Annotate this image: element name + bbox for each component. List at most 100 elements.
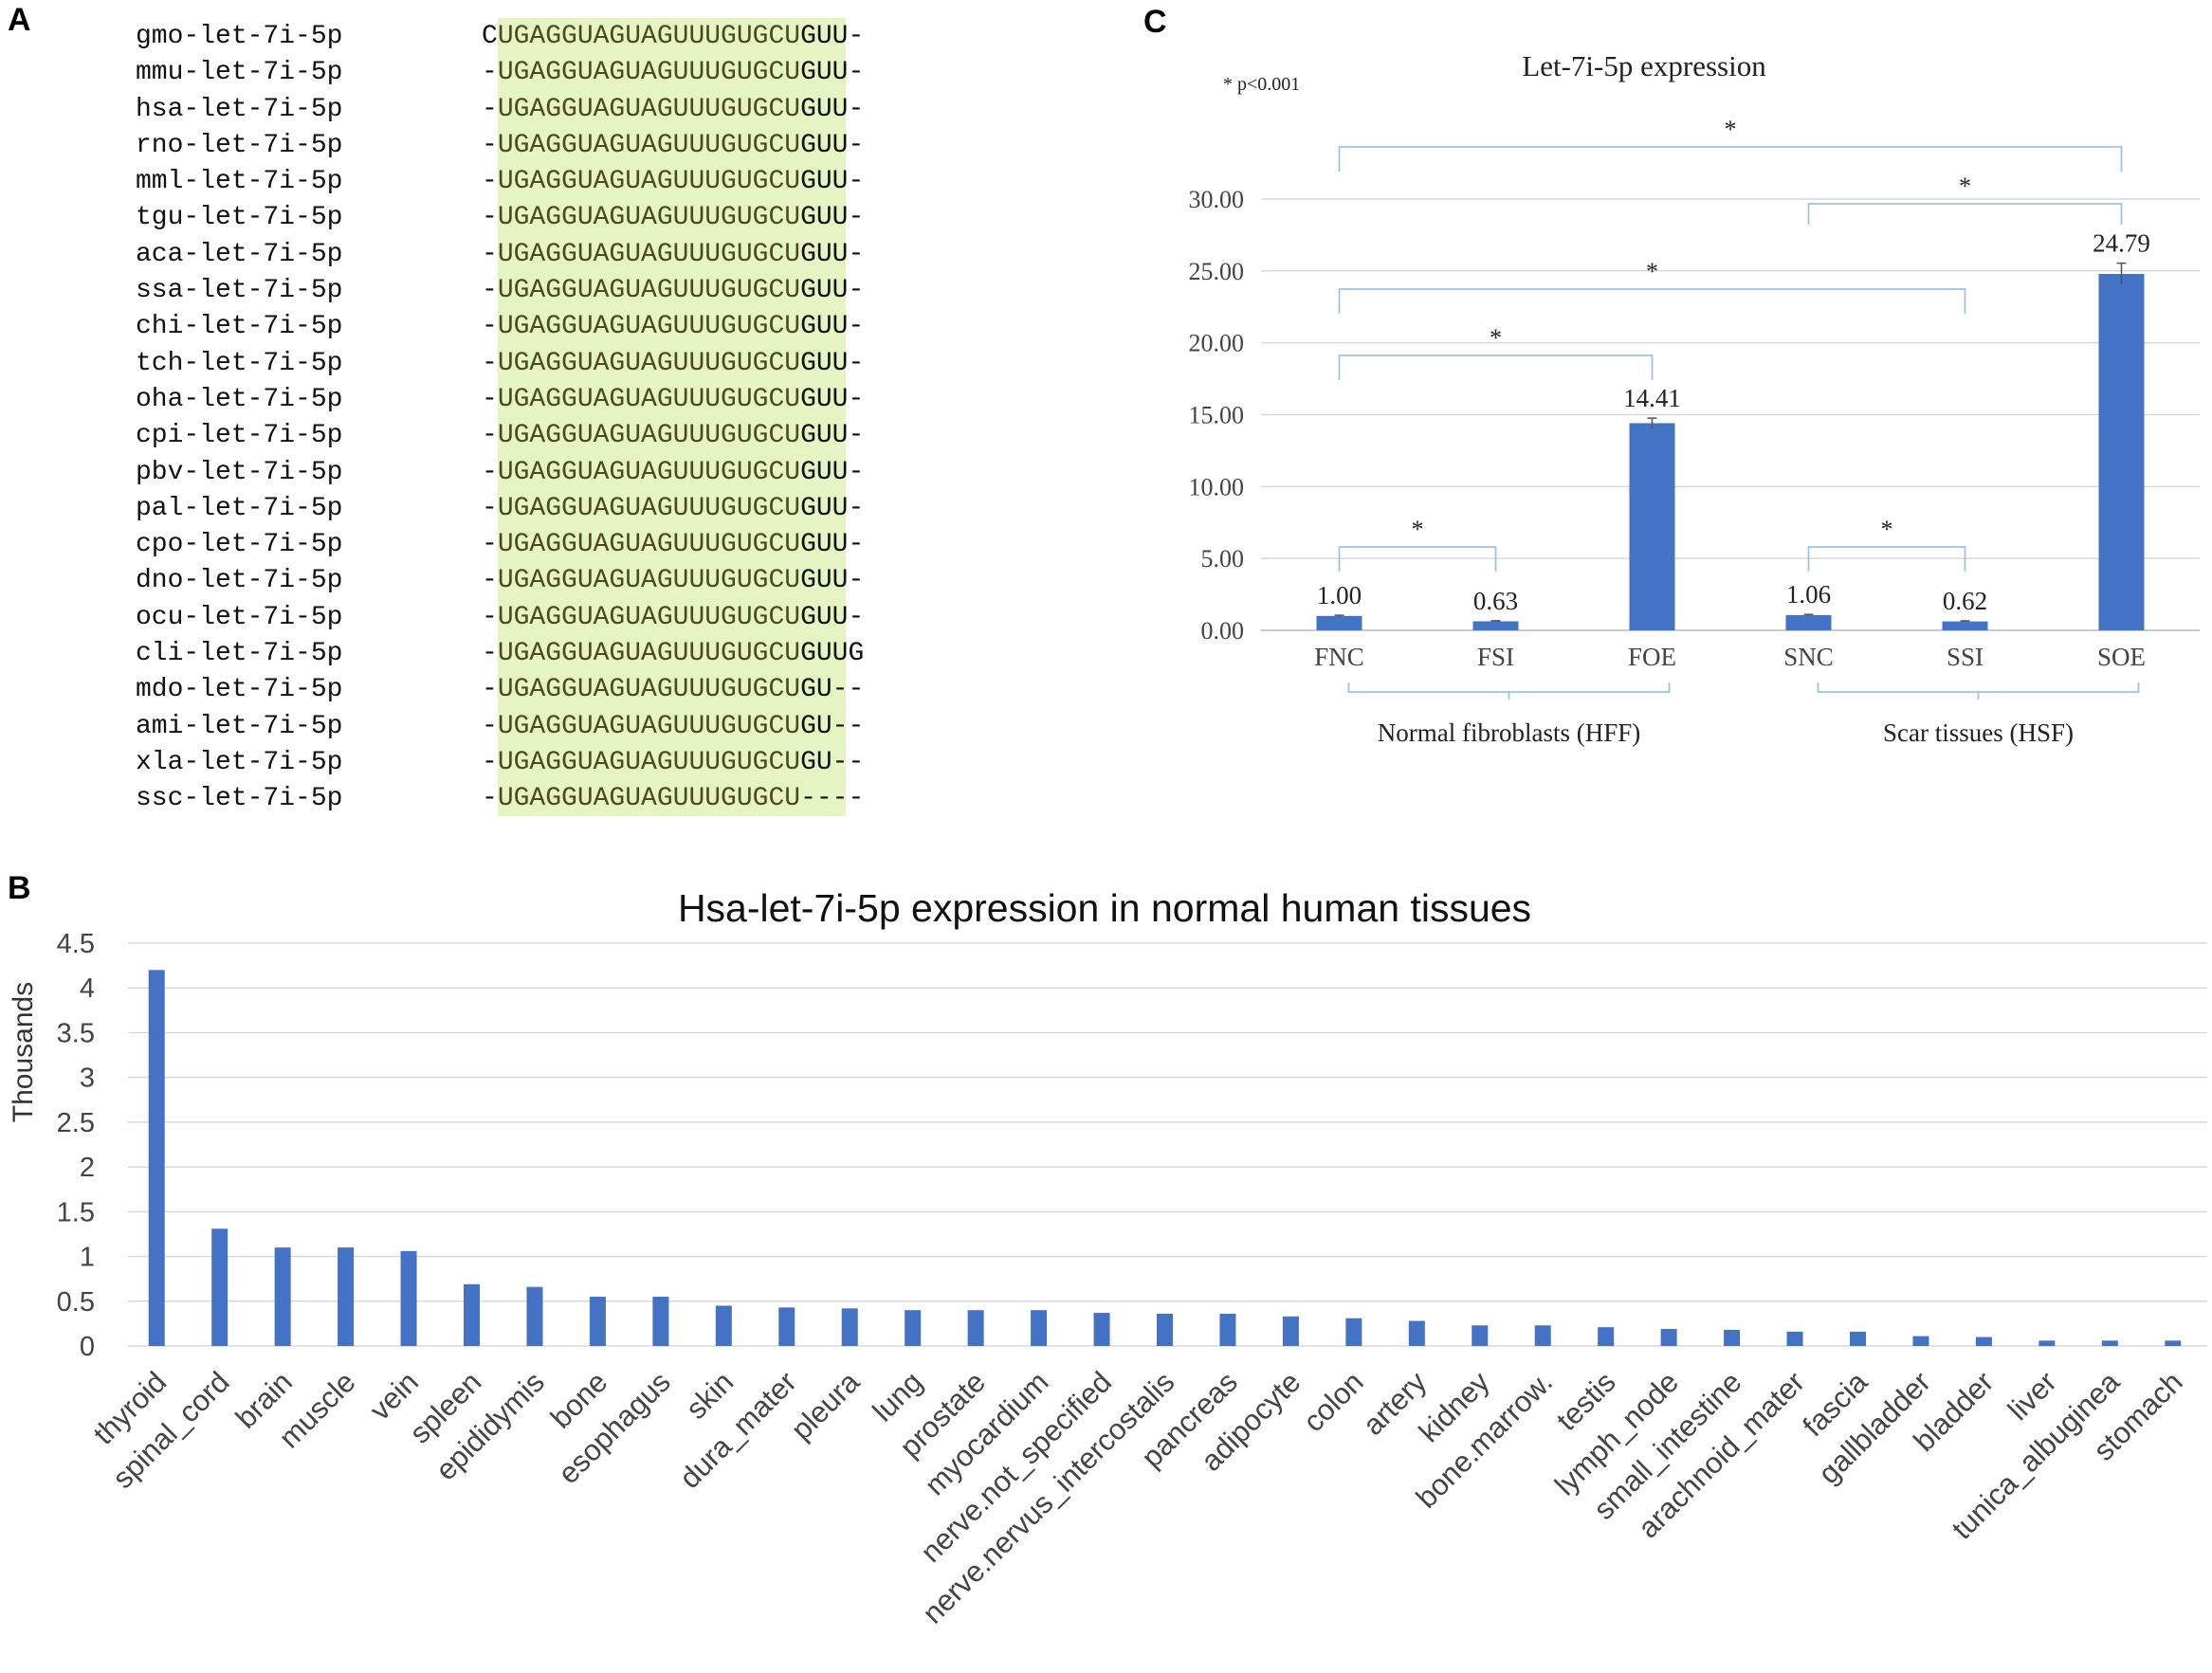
sequence-prefix: - <box>482 457 498 487</box>
data-label: 1.00 <box>1317 581 1362 609</box>
sequence-core: UGAGGUAGUAGUUUGUGCU <box>497 384 801 414</box>
species-name: ami-let-7i-5p <box>136 711 343 741</box>
bar-liver <box>2038 1340 2056 1346</box>
bar-dura-mater <box>778 1307 795 1346</box>
species-name: ssa-let-7i-5p <box>136 276 343 306</box>
species-name: oha-let-7i-5p <box>136 384 343 414</box>
sequence-suffix: GUU- <box>800 348 865 378</box>
sequence-prefix: - <box>482 276 498 306</box>
chart-c-gridlines <box>1261 198 2200 631</box>
data-label: 0.62 <box>1943 587 1987 615</box>
y-tick-label: 20.00 <box>1189 330 1245 357</box>
sequence-prefix: - <box>482 421 498 451</box>
sequence-prefix: C <box>482 22 498 51</box>
sequence-core: UGAGGUAGUAGUUUGUGCU <box>497 421 801 451</box>
sequence-prefix: - <box>482 639 498 669</box>
bar-stomach <box>2165 1340 2182 1346</box>
sequence-row: -UGAGGUAGUAGUUUGUGCUGUU- <box>482 455 864 491</box>
x-tick-label: SOE <box>2097 643 2146 671</box>
sequence-row: -UGAGGUAGUAGUUUGUGCUGUU- <box>482 92 864 128</box>
sequence-row: -UGAGGUAGUAGUUUGUGCUGUU- <box>482 491 864 527</box>
sequence-list: CUGAGGUAGUAGUUUGUGCUGUU- -UGAGGUAGUAGUUUG… <box>482 19 864 818</box>
sequence-suffix: GU-- <box>800 711 865 741</box>
sequence-row: -UGAGGUAGUAGUUUGUGCUGUU- <box>482 600 864 636</box>
bar-lung <box>905 1310 922 1346</box>
sequence-suffix: GU-- <box>800 747 865 777</box>
species-name: gmo-let-7i-5p <box>136 22 343 51</box>
species-name: mmu-let-7i-5p <box>136 58 343 88</box>
sequence-core: UGAGGUAGUAGUUUGUGCU <box>497 675 801 705</box>
species-name: hsa-let-7i-5p <box>136 94 343 124</box>
bar-foe <box>1629 423 1675 630</box>
chart-c-x-tick-labels: FNC FSI FOE SNC SSI SOE <box>1314 643 2146 671</box>
group-label: Normal fibroblasts (HFF) <box>1378 718 1640 747</box>
y-tick-label: 10.00 <box>1189 473 1245 500</box>
significance-bracket <box>1338 355 1654 380</box>
bar-soe <box>2098 274 2145 630</box>
sequence-prefix: - <box>482 566 498 596</box>
species-name: mdo-let-7i-5p <box>136 675 343 705</box>
bar-spleen <box>464 1283 480 1346</box>
sequence-core: UGAGGUAGUAGUUUGUGCU <box>497 493 801 523</box>
significance-star: * <box>1412 516 1424 543</box>
bar-fsi <box>1472 621 1519 630</box>
y-tick-label: 0.00 <box>1201 617 1245 645</box>
sequence-prefix: - <box>482 675 498 705</box>
sequence-suffix: GUU- <box>800 312 865 342</box>
significance-star: * <box>1646 258 1658 285</box>
y-tick-label: 2.5 <box>57 1108 95 1138</box>
bar-pancreas <box>1219 1314 1236 1346</box>
y-tick-label: 4 <box>80 973 95 1004</box>
sequence-suffix: GUU- <box>800 421 865 451</box>
species-name: dno-let-7i-5p <box>136 566 343 596</box>
y-tick-label: 1.5 <box>57 1197 95 1227</box>
sequence-row: -UGAGGUAGUAGUUUGUGCUGU-- <box>482 745 864 781</box>
sequence-suffix: GUUG <box>800 639 865 669</box>
bar-kidney <box>1472 1325 1489 1346</box>
bar-myocardium <box>1031 1310 1048 1346</box>
sequence-core: UGAGGUAGUAGUUUGUGCU <box>497 312 801 342</box>
y-tick-label: 1 <box>80 1243 95 1273</box>
sequence-core: UGAGGUAGUAGUUUGUGCU <box>497 602 801 632</box>
sequence-prefix: - <box>482 58 498 88</box>
bar-tunica-albuginea <box>2101 1340 2118 1346</box>
x-tick-label: dura_mater <box>673 1365 803 1495</box>
sequence-core: UGAGGUAGUAGUUUGUGCU <box>497 639 801 669</box>
panel-label-a: A <box>8 2 31 38</box>
bar-thyroid <box>148 970 165 1346</box>
species-name: rno-let-7i-5p <box>136 130 343 160</box>
bar-esophagus <box>652 1297 669 1346</box>
bar-prostate <box>967 1310 984 1346</box>
significance-bracket <box>1807 203 2123 225</box>
bar-nerve-nervus-intercostalis <box>1157 1314 1173 1346</box>
sequence-core: UGAGGUAGUAGUUUGUGCU <box>497 239 801 269</box>
bar-artery <box>1408 1320 1425 1346</box>
bar-adipocyte <box>1282 1316 1299 1346</box>
sequence-row: -UGAGGUAGUAGUUUGUGCUGUU- <box>482 382 864 418</box>
sequence-prefix: - <box>482 384 498 414</box>
sequence-row: -UGAGGUAGUAGUUUGUGCUGUU- <box>482 164 864 200</box>
sequence-suffix: GUU- <box>800 493 865 523</box>
chart-c-y-tick-labels: 0.00 5.00 10.00 15.00 20.00 25.00 30.00 <box>1189 186 1245 645</box>
bar-bladder <box>1975 1337 1992 1346</box>
bar-epididymis <box>526 1286 543 1346</box>
bar-bone-marrow <box>1534 1325 1551 1346</box>
bar-lymph-node <box>1660 1329 1677 1346</box>
sequence-prefix: - <box>482 530 498 560</box>
data-label: 14.41 <box>1623 384 1681 412</box>
y-tick-label: 0 <box>80 1332 95 1362</box>
sequence-core: UGAGGUAGUAGUUUGUGCU <box>497 167 801 197</box>
bar-muscle <box>338 1247 355 1346</box>
bar-brain <box>274 1247 291 1346</box>
sequence-prefix: - <box>482 602 498 632</box>
bar-vein <box>400 1250 417 1346</box>
bar-nerve-not-specified <box>1093 1313 1110 1346</box>
sequence-prefix: - <box>482 348 498 378</box>
sequence-suffix: GUU- <box>800 384 865 414</box>
y-tick-label: 4.5 <box>57 929 95 959</box>
sequence-prefix: - <box>482 312 498 342</box>
sequence-prefix: - <box>482 203 498 233</box>
chart-b-y-axis-label: Thousands <box>8 982 39 1122</box>
significance-bracket <box>1338 288 1966 314</box>
